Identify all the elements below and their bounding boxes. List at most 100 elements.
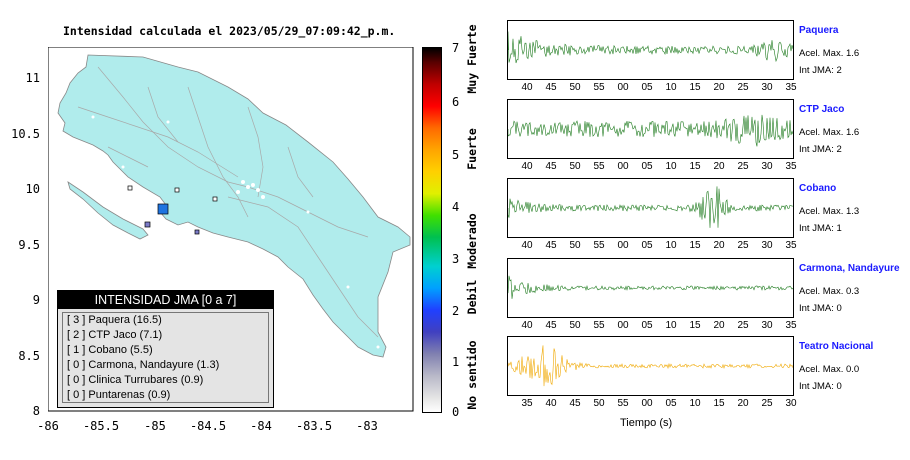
map-xtick: -85.5: [82, 419, 120, 433]
waveform-tick: 30: [785, 398, 797, 409]
waveform-tick: 50: [569, 161, 581, 172]
waveform-tick: 40: [521, 240, 533, 251]
waveform-tick: 50: [569, 320, 581, 331]
map-xtick: -84: [250, 419, 272, 433]
waveform-tick: 10: [665, 320, 677, 331]
map-xtick: -83.5: [295, 419, 333, 433]
colorbar-tick: 1: [452, 355, 460, 369]
waveform-tick: 00: [617, 240, 629, 251]
time-axis-label: Tiempo (s): [620, 417, 673, 429]
colorbar-tick: 0: [452, 405, 460, 419]
station-intensity: Int JMA: 0: [799, 381, 842, 392]
waveform-tick: 30: [761, 240, 773, 251]
waveform-trace: [507, 186, 794, 228]
waveform-trace: [507, 275, 794, 299]
waveform-tick: 15: [689, 240, 701, 251]
waveform-tick: 40: [545, 398, 557, 409]
station-name: Carmona, Nandayure: [799, 263, 900, 274]
map-xtick: -84.5: [189, 419, 227, 433]
waveform-tick: 35: [785, 240, 797, 251]
waveform-trace: [507, 31, 794, 64]
waveform-tick: 45: [569, 398, 581, 409]
colorbar: [422, 47, 442, 413]
legend-item: [ 0 ] Clinica Turrubares (0.9): [67, 374, 204, 386]
colorbar-tick: 3: [452, 252, 460, 266]
waveform-tick: 00: [617, 161, 629, 172]
waveform-tick: 20: [713, 161, 725, 172]
legend-title: INTENSIDAD JMA [0 a 7]: [58, 291, 273, 309]
station-accel: Acel. Max. 1.6: [799, 127, 860, 138]
waveform-tick: 50: [593, 398, 605, 409]
legend-item: [ 3 ] Paquera (16.5): [67, 314, 162, 326]
waveform-tick: 05: [665, 398, 677, 409]
waveform-tick: 30: [761, 161, 773, 172]
waveform-tick: 35: [785, 82, 797, 93]
waveform-tick: 35: [785, 161, 797, 172]
map-ytick: 10: [25, 182, 40, 196]
waveform-panel: [507, 178, 794, 238]
map-ytick: 11: [25, 71, 40, 85]
waveform-tick: 20: [737, 398, 749, 409]
waveform-tick: 15: [689, 82, 701, 93]
waveform-tick: 05: [641, 240, 653, 251]
station-accel: Acel. Max. 0.3: [799, 286, 860, 297]
station-name: CTP Jaco: [799, 104, 845, 115]
waveform-tick: 45: [545, 240, 557, 251]
waveform-tick: 40: [521, 161, 533, 172]
colorbar-label: No sentido: [465, 340, 479, 410]
station-accel: Acel. Max. 1.3: [799, 206, 860, 217]
station-accel: Acel. Max. 0.0: [799, 364, 860, 375]
waveform-tick: 05: [641, 82, 653, 93]
waveform-tick: 55: [593, 161, 605, 172]
map-ytick: 8: [32, 404, 40, 418]
waveform-tick: 15: [689, 161, 701, 172]
waveform-tick: 45: [545, 161, 557, 172]
intensity-legend: INTENSIDAD JMA [0 a 7] [ 3 ] Paquera (16…: [57, 290, 274, 408]
map-ytick: 9: [32, 293, 40, 307]
waveform-tick: 40: [521, 320, 533, 331]
map-ytick: 8.5: [18, 349, 40, 363]
map-xtick: -86: [37, 419, 59, 433]
station-intensity: Int JMA: 1: [799, 223, 842, 234]
waveform-trace: [507, 114, 794, 147]
waveform-tick: 30: [761, 320, 773, 331]
station-name: Teatro Nacional: [799, 341, 874, 352]
waveform-tick: 55: [593, 82, 605, 93]
waveform-trace: [507, 345, 794, 387]
legend-item: [ 2 ] CTP Jaco (7.1): [67, 329, 163, 341]
waveform-tick: 10: [689, 398, 701, 409]
waveform-tick: 40: [521, 82, 533, 93]
waveform-panel: [507, 336, 794, 396]
waveform-tick: 20: [713, 240, 725, 251]
station-intensity: Int JMA: 2: [799, 65, 842, 76]
legend-item: [ 0 ] Puntarenas (0.9): [67, 389, 171, 401]
waveform-tick: 25: [737, 240, 749, 251]
waveform-tick: 25: [737, 161, 749, 172]
waveform-tick: 10: [665, 82, 677, 93]
waveform-tick: 55: [593, 240, 605, 251]
waveform-tick: 00: [617, 82, 629, 93]
colorbar-tick: 2: [452, 304, 460, 318]
costa-rica-land: [57, 54, 411, 358]
waveform-tick: 50: [569, 82, 581, 93]
waveform-tick: 00: [617, 320, 629, 331]
waveform-tick: 35: [521, 398, 533, 409]
map-title: Intensidad calculada el 2023/05/29_07:09…: [63, 24, 396, 38]
colorbar-tick: 5: [452, 148, 460, 162]
waveform-tick: 05: [641, 161, 653, 172]
waveform-tick: 00: [641, 398, 653, 409]
map-xtick: -83: [356, 419, 378, 433]
station-accel: Acel. Max. 1.6: [799, 48, 860, 59]
waveform-tick: 45: [545, 320, 557, 331]
station-intensity: Int JMA: 2: [799, 144, 842, 155]
waveform-panel: [507, 20, 794, 80]
map-xtick: -85: [144, 419, 166, 433]
waveform-tick: 25: [737, 82, 749, 93]
map-ytick: 10.5: [11, 127, 40, 141]
waveform-tick: 20: [713, 82, 725, 93]
legend-item: [ 0 ] Carmona, Nandayure (1.3): [67, 359, 220, 371]
waveform-tick: 15: [689, 320, 701, 331]
waveform-tick: 20: [713, 320, 725, 331]
station-intensity: Int JMA: 0: [799, 303, 842, 314]
waveform-tick: 35: [785, 320, 797, 331]
